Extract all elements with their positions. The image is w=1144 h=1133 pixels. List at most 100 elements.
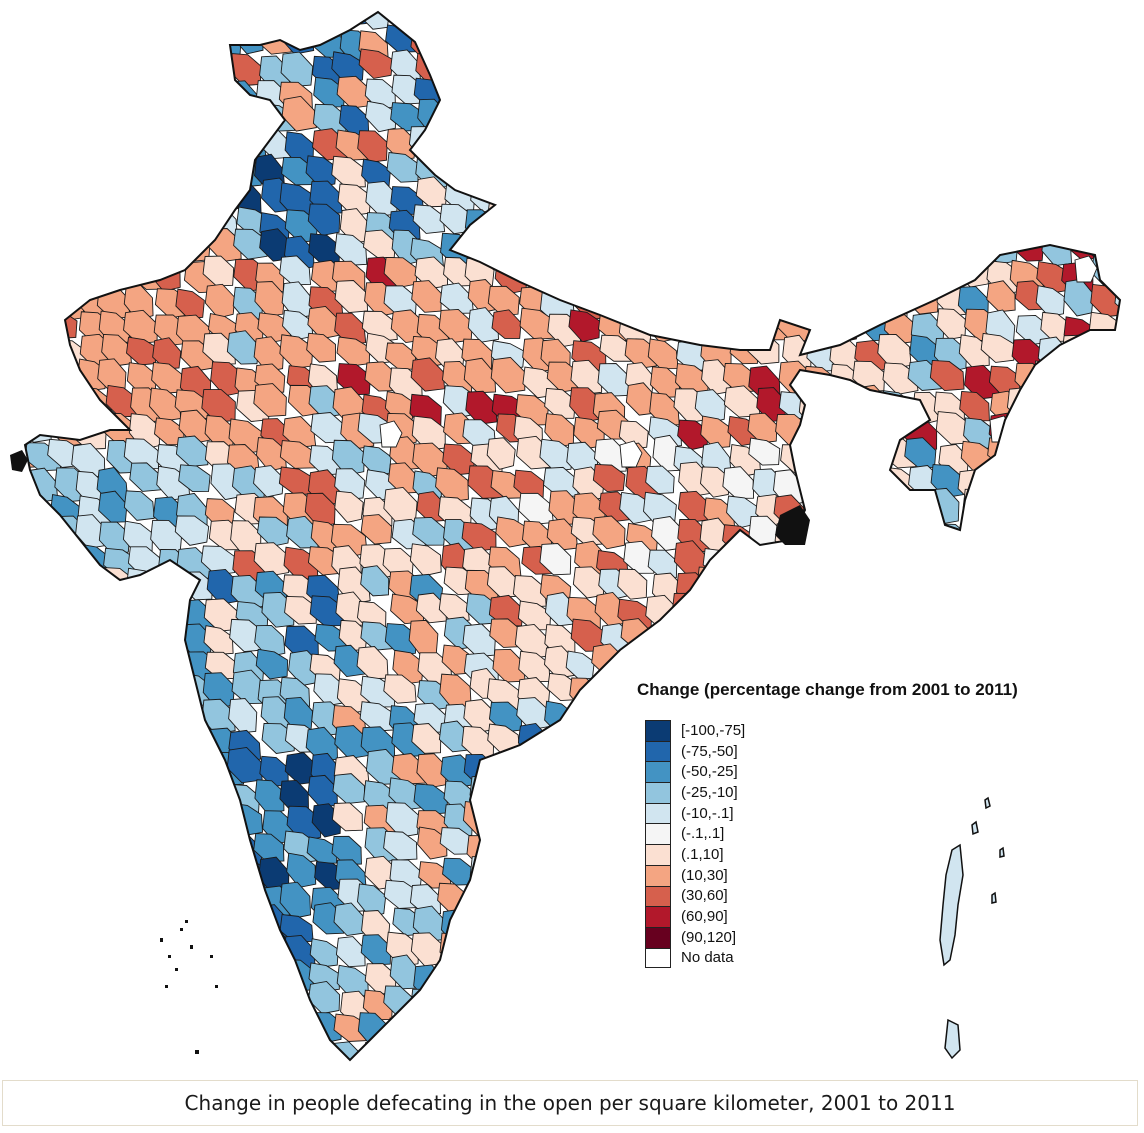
district-region xyxy=(780,547,812,576)
district-region xyxy=(907,52,940,84)
district-region xyxy=(1121,177,1144,209)
district-region xyxy=(468,1066,502,1075)
district-region xyxy=(885,151,918,183)
district-region xyxy=(778,618,810,652)
district-region xyxy=(254,624,286,658)
district-region xyxy=(912,546,947,578)
district-region xyxy=(180,130,215,165)
district-no-data xyxy=(379,420,403,448)
district-region xyxy=(285,1015,319,1049)
district-region xyxy=(469,79,502,114)
district-region xyxy=(830,1063,864,1075)
district-region xyxy=(25,518,53,548)
district-region xyxy=(624,202,659,235)
district-region xyxy=(175,803,209,835)
district-region xyxy=(1091,935,1120,969)
district-region xyxy=(986,280,1016,313)
district-region xyxy=(1006,49,1039,82)
district-region xyxy=(489,12,521,31)
district-region xyxy=(202,255,235,287)
district-region xyxy=(488,932,521,968)
district-region xyxy=(668,228,702,263)
district-region xyxy=(204,12,235,35)
district-region xyxy=(331,835,362,865)
district-region xyxy=(626,154,663,185)
district-region xyxy=(802,1061,835,1075)
district-region xyxy=(648,626,679,659)
district-region xyxy=(331,802,363,832)
district-region xyxy=(125,23,159,56)
district-region xyxy=(830,152,864,183)
district-region xyxy=(567,749,601,783)
district-region xyxy=(1013,621,1045,655)
district-region xyxy=(625,647,661,680)
district-region xyxy=(25,230,54,259)
district-region xyxy=(228,989,258,1021)
district-region xyxy=(27,572,59,604)
district-region xyxy=(153,97,188,134)
district-region xyxy=(545,97,579,130)
district-region xyxy=(25,365,31,398)
district-region xyxy=(210,957,244,990)
district-region xyxy=(807,27,840,58)
district-region xyxy=(490,73,522,104)
district-region xyxy=(673,98,709,130)
district-region xyxy=(677,1041,709,1060)
district-region xyxy=(800,103,834,134)
district-region xyxy=(674,1061,707,1075)
district-region xyxy=(1037,124,1072,159)
district-region xyxy=(778,209,814,239)
district-region xyxy=(801,158,837,194)
district-region xyxy=(883,133,918,167)
district-region xyxy=(598,877,632,911)
district-region xyxy=(799,441,831,475)
district-region xyxy=(1092,882,1120,915)
district-region xyxy=(851,445,883,476)
district-region xyxy=(438,81,472,111)
district-region xyxy=(592,515,626,550)
district-region xyxy=(961,27,994,58)
district-region xyxy=(209,829,241,861)
district-region xyxy=(157,751,188,786)
district-region xyxy=(543,730,574,762)
district-region xyxy=(75,12,111,26)
district-region xyxy=(233,1041,266,1060)
district-region xyxy=(592,775,625,810)
district-region xyxy=(956,1010,989,1045)
district-region xyxy=(257,516,291,547)
district-region xyxy=(540,210,572,242)
district-region xyxy=(1086,77,1120,115)
district-region xyxy=(728,307,763,343)
district-region xyxy=(175,705,206,736)
district-region xyxy=(383,830,418,861)
district-region xyxy=(104,76,135,108)
district-region xyxy=(599,1008,634,1041)
district-region xyxy=(645,258,679,292)
district-region xyxy=(854,596,887,628)
district-region xyxy=(518,49,553,80)
district-region xyxy=(411,723,442,754)
district-region xyxy=(516,123,547,156)
district-region xyxy=(704,594,738,630)
district-region xyxy=(25,261,28,293)
district-region xyxy=(805,229,837,265)
district-region xyxy=(444,12,478,28)
district-region xyxy=(490,1043,521,1060)
district-region xyxy=(909,101,943,132)
district-region xyxy=(100,179,133,211)
district-region xyxy=(1038,54,1069,87)
district-region xyxy=(103,955,136,989)
district-region xyxy=(647,549,678,579)
district-region xyxy=(129,462,161,492)
district-region xyxy=(130,777,163,809)
district-region xyxy=(936,80,971,114)
district-region xyxy=(205,932,236,965)
district-region xyxy=(805,465,837,498)
district-region xyxy=(962,488,997,522)
district-region xyxy=(409,1038,444,1060)
district-region xyxy=(856,569,889,602)
district-region xyxy=(984,12,1017,26)
district-region xyxy=(151,912,185,945)
district-region xyxy=(129,672,163,703)
district-region xyxy=(903,12,935,31)
